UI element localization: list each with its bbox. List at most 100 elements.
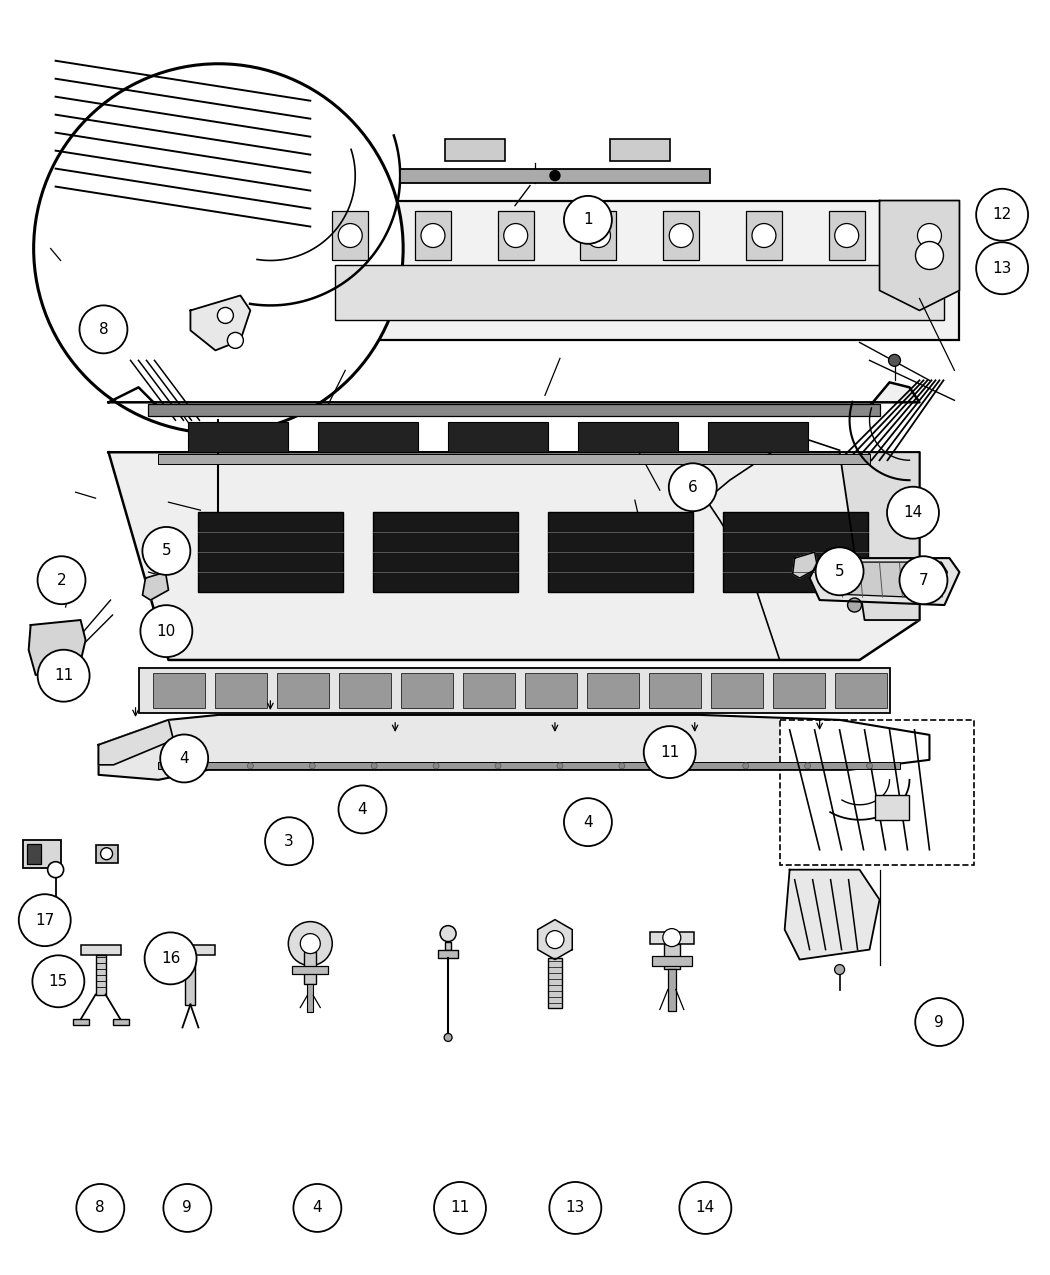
- Bar: [875, 794, 909, 820]
- Circle shape: [918, 223, 942, 247]
- Circle shape: [679, 1182, 732, 1234]
- Bar: [335, 265, 944, 320]
- Bar: [911, 210, 947, 260]
- Circle shape: [34, 64, 403, 434]
- Bar: [445, 139, 505, 161]
- Circle shape: [618, 762, 625, 769]
- Bar: [112, 1020, 128, 1025]
- Bar: [401, 673, 454, 708]
- Bar: [438, 950, 458, 958]
- Text: 16: 16: [161, 951, 181, 966]
- Circle shape: [38, 650, 89, 701]
- Bar: [72, 1020, 88, 1025]
- Bar: [722, 513, 867, 592]
- Circle shape: [564, 798, 612, 847]
- Circle shape: [866, 762, 873, 769]
- Circle shape: [217, 307, 233, 324]
- Circle shape: [338, 785, 386, 834]
- Bar: [448, 422, 548, 453]
- Circle shape: [669, 223, 693, 247]
- Circle shape: [916, 998, 963, 1046]
- Text: 9: 9: [183, 1201, 192, 1215]
- Circle shape: [161, 734, 208, 783]
- Circle shape: [19, 894, 70, 946]
- Circle shape: [186, 762, 191, 769]
- Circle shape: [916, 241, 944, 269]
- Circle shape: [550, 171, 560, 181]
- Text: 4: 4: [358, 802, 367, 817]
- Polygon shape: [784, 870, 880, 960]
- Bar: [498, 210, 533, 260]
- Circle shape: [145, 932, 196, 984]
- Circle shape: [80, 306, 127, 353]
- Circle shape: [33, 955, 84, 1007]
- Circle shape: [433, 762, 439, 769]
- Bar: [708, 422, 807, 453]
- Circle shape: [164, 1184, 211, 1232]
- Text: 8: 8: [99, 321, 108, 337]
- Bar: [587, 673, 638, 708]
- Circle shape: [847, 598, 862, 612]
- Circle shape: [835, 223, 859, 247]
- Circle shape: [556, 762, 563, 769]
- Circle shape: [900, 556, 947, 604]
- Text: 14: 14: [903, 505, 923, 520]
- Bar: [373, 513, 518, 592]
- Text: 11: 11: [450, 1201, 469, 1215]
- Text: 8: 8: [96, 1201, 105, 1215]
- Circle shape: [440, 926, 456, 942]
- Polygon shape: [108, 453, 920, 660]
- Circle shape: [289, 922, 332, 965]
- Text: 11: 11: [54, 668, 74, 683]
- Bar: [159, 454, 869, 464]
- Text: 9: 9: [934, 1015, 944, 1029]
- Circle shape: [300, 933, 320, 954]
- Bar: [581, 210, 616, 260]
- Circle shape: [835, 965, 844, 974]
- Circle shape: [228, 333, 244, 348]
- Circle shape: [338, 223, 362, 247]
- Circle shape: [421, 223, 445, 247]
- Bar: [445, 942, 452, 950]
- Polygon shape: [835, 562, 947, 598]
- Text: 2: 2: [57, 572, 66, 588]
- Bar: [610, 139, 670, 161]
- Text: 4: 4: [583, 815, 593, 830]
- Bar: [773, 673, 824, 708]
- Circle shape: [887, 487, 939, 538]
- Bar: [292, 965, 329, 974]
- Circle shape: [47, 862, 64, 877]
- Bar: [139, 668, 889, 713]
- Bar: [828, 210, 865, 260]
- Bar: [188, 422, 289, 453]
- Circle shape: [310, 762, 315, 769]
- Circle shape: [495, 762, 501, 769]
- Bar: [578, 422, 678, 453]
- Circle shape: [816, 547, 863, 595]
- Bar: [96, 845, 118, 863]
- Circle shape: [663, 928, 680, 946]
- Bar: [26, 844, 41, 863]
- Polygon shape: [190, 296, 250, 351]
- Text: 15: 15: [48, 974, 68, 989]
- Circle shape: [265, 817, 313, 866]
- Bar: [548, 513, 693, 592]
- Bar: [81, 945, 121, 955]
- Circle shape: [742, 762, 749, 769]
- Text: 17: 17: [35, 913, 55, 928]
- Circle shape: [644, 727, 696, 778]
- Text: 6: 6: [688, 479, 697, 495]
- Text: 13: 13: [992, 261, 1012, 275]
- Circle shape: [587, 223, 610, 247]
- Circle shape: [101, 848, 112, 859]
- Bar: [304, 951, 316, 983]
- Bar: [96, 955, 106, 994]
- Circle shape: [248, 762, 253, 769]
- Text: 1: 1: [583, 213, 593, 227]
- Bar: [159, 762, 900, 769]
- Polygon shape: [99, 715, 929, 780]
- Circle shape: [680, 762, 687, 769]
- Circle shape: [752, 223, 776, 247]
- Polygon shape: [108, 382, 920, 412]
- Bar: [23, 840, 61, 868]
